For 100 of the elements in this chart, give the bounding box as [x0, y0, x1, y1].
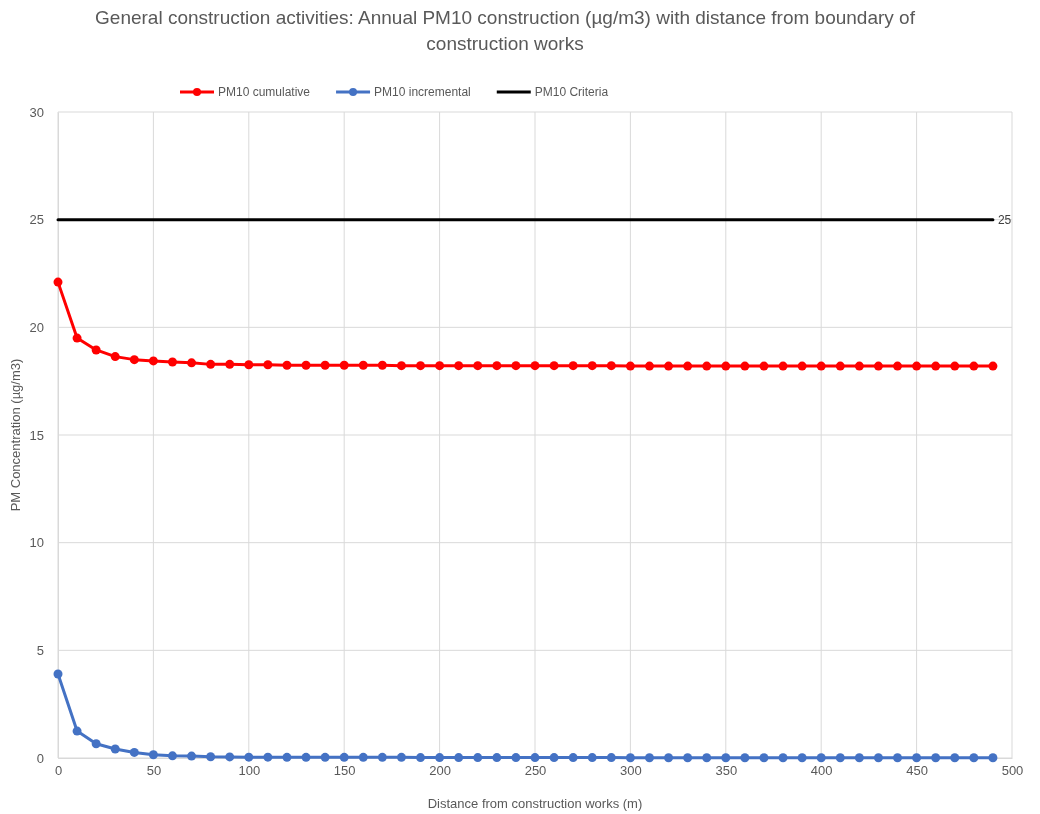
point — [435, 361, 445, 371]
point — [606, 361, 616, 371]
point — [91, 739, 101, 749]
point — [644, 753, 654, 763]
point — [282, 752, 292, 762]
point — [721, 753, 731, 763]
point — [129, 355, 139, 365]
x-axis-title: Distance from construction works (m) — [427, 796, 643, 811]
point — [549, 753, 559, 763]
x-tick-label: 0 — [54, 763, 63, 779]
point — [91, 345, 101, 355]
point — [549, 361, 559, 371]
point — [873, 753, 883, 763]
y-tick-label: 20 — [29, 319, 44, 335]
point — [454, 361, 464, 371]
point — [816, 361, 826, 371]
point — [873, 361, 883, 371]
point — [225, 752, 235, 762]
point — [530, 753, 540, 763]
point — [587, 753, 597, 763]
point — [167, 751, 177, 761]
point — [416, 361, 426, 371]
point — [320, 752, 330, 762]
point — [110, 352, 120, 362]
x-tick-label: 300 — [620, 763, 642, 779]
point — [148, 356, 158, 366]
point — [759, 361, 769, 371]
point — [187, 751, 197, 761]
point — [816, 753, 826, 763]
point — [606, 753, 616, 763]
point — [301, 360, 311, 370]
point — [492, 753, 502, 763]
point — [740, 361, 750, 371]
point — [339, 360, 349, 370]
point — [778, 361, 788, 371]
legend-label: PM10 cumulative — [218, 85, 311, 99]
y-tick-label: 0 — [36, 750, 44, 766]
point — [301, 752, 311, 762]
point — [893, 361, 903, 371]
point — [854, 753, 864, 763]
point — [950, 361, 960, 371]
point — [339, 752, 349, 762]
point — [664, 361, 674, 371]
point — [568, 753, 578, 763]
data-label: 25 — [997, 212, 1012, 227]
point — [435, 753, 445, 763]
point — [854, 361, 864, 371]
point — [72, 333, 82, 343]
point — [912, 361, 922, 371]
point — [702, 361, 712, 371]
y-tick-label: 15 — [29, 427, 44, 443]
point — [358, 752, 368, 762]
point — [530, 361, 540, 371]
point — [129, 747, 139, 757]
point — [893, 753, 903, 763]
point — [912, 753, 922, 763]
point — [320, 360, 330, 370]
point — [263, 360, 273, 370]
point — [473, 361, 483, 371]
y-tick-label: 25 — [29, 212, 44, 228]
point — [740, 753, 750, 763]
point — [244, 752, 254, 762]
point — [683, 361, 693, 371]
point — [721, 361, 731, 371]
point — [797, 361, 807, 371]
point — [72, 726, 82, 736]
point — [206, 359, 216, 369]
point — [263, 752, 273, 762]
x-tick-label: 100 — [238, 763, 261, 779]
x-tick-label: 50 — [146, 763, 162, 779]
point — [377, 752, 387, 762]
x-tick-label: 500 — [1001, 763, 1024, 779]
point — [473, 753, 483, 763]
chart-title: General construction activities: Annual PM10 construction (µg/m3) with distance from boundary of construction works — [95, 7, 916, 54]
point — [950, 753, 960, 763]
point — [988, 753, 998, 763]
point — [454, 753, 464, 763]
point — [110, 744, 120, 754]
point — [931, 361, 941, 371]
x-tick-label: 350 — [715, 763, 738, 779]
point — [969, 361, 979, 371]
point — [835, 753, 845, 763]
x-tick-label: 400 — [810, 763, 833, 779]
y-tick-label: 5 — [36, 642, 44, 658]
point — [148, 750, 158, 760]
point — [587, 361, 597, 371]
point — [835, 361, 845, 371]
legend-label: PM10 Criteria — [534, 85, 609, 99]
point — [683, 753, 693, 763]
point — [511, 753, 521, 763]
y-tick-label: 30 — [29, 104, 44, 120]
point — [244, 360, 254, 370]
y-axis-title: PM Concentration (µg/m3) — [8, 358, 23, 512]
point — [988, 361, 998, 371]
point — [511, 361, 521, 371]
point — [225, 359, 235, 369]
point — [759, 753, 769, 763]
y-tick-label: 10 — [29, 535, 44, 551]
point — [664, 753, 674, 763]
x-tick-label: 200 — [429, 763, 451, 779]
